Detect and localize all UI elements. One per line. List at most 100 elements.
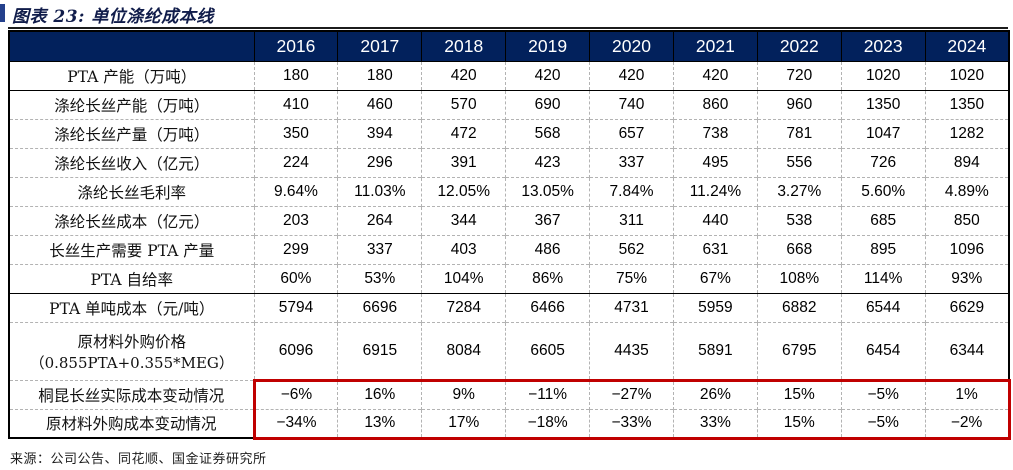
value-cell: 460 [337,89,422,119]
table-row: 涤纶长丝产量（万吨） 350 394 472 568 657 738 781 1047 1282 [9,118,1010,148]
value-cell: 224 [253,147,338,177]
table-row: 涤纶长丝成本（亿元） 203 264 344 367 311 440 538 685 850 [9,205,1010,235]
value-cell: 6696 [337,292,422,322]
value-cell: 6544 [840,292,926,322]
value-cell: 180 [253,60,338,90]
value-cell: 894 [924,147,1010,177]
value-cell: 93% [924,263,1010,293]
value-cell: 15% [756,378,842,409]
value-cell: 1350 [924,89,1010,119]
value-cell: 17% [421,408,506,440]
year-header-row: 2016 2017 2018 2019 2020 2021 2022 2023 2024 [9,31,1010,62]
value-cell: 6915 [337,321,422,380]
value-cell: 562 [589,234,674,264]
value-cell: 299 [253,234,338,264]
value-cell: −5% [840,408,926,440]
row-label: PTA 单吨成本（元/吨） [9,292,254,322]
value-cell: 86% [505,263,590,293]
value-cell: 104% [421,263,506,293]
value-cell: 5959 [672,292,758,322]
value-cell: 4731 [589,292,674,322]
row-label: 桐昆长丝实际成本变动情况 [9,379,254,409]
value-cell: 7284 [421,292,506,322]
value-cell: 960 [756,89,842,119]
value-cell: 720 [756,60,842,90]
value-cell: 6454 [840,321,926,380]
row-label: 涤纶长丝成本（亿元） [9,205,254,235]
table-row: 原材料外购价格 （0.855PTA+0.355*MEG） 6096 6915 8084 6… [9,321,1010,380]
value-cell: 53% [337,263,422,293]
value-cell: 296 [337,147,422,177]
value-cell: 568 [505,118,590,148]
value-cell: 668 [756,234,842,264]
value-cell: 657 [589,118,674,148]
value-cell: 6096 [253,321,338,380]
value-cell: 264 [337,205,422,235]
value-cell: 1047 [840,118,926,148]
row-label: 长丝生产需要 PTA 产量 [9,234,254,264]
value-cell: 420 [505,60,590,90]
year-header: 2017 [337,31,422,62]
value-cell: 180 [337,60,422,90]
value-cell: −6% [252,378,338,409]
value-cell: 6344 [924,321,1010,380]
table-row: 桐昆长丝实际成本变动情况 −6% 16% 9% −11% −27% 26% 15% −5% 1% [9,378,1011,409]
value-cell: 12.05% [421,176,506,206]
value-cell: 60% [253,263,338,293]
value-cell: 108% [756,263,842,293]
value-cell: 6605 [505,321,590,380]
figure-title: 图表 23: 单位涤纶成本线 [12,7,214,27]
title-accent-bar [0,4,5,22]
row-label: 原材料外购价格 （0.855PTA+0.355*MEG） [9,321,254,380]
value-cell: 9% [421,378,506,409]
value-cell: 391 [421,147,506,177]
value-cell: 420 [589,60,674,90]
value-cell: 8084 [421,321,506,380]
value-cell: 13.05% [505,176,590,206]
value-cell: 6882 [756,292,842,322]
value-cell: 570 [421,89,506,119]
value-cell: −27% [589,378,674,409]
polyester-cost-table: 2016 2017 2018 2019 2020 2021 2022 2023 2024 PTA… [8,30,1011,440]
year-header: 2023 [840,31,926,62]
value-cell: 495 [672,147,758,177]
value-cell: 114% [840,263,926,293]
title-underline [8,27,1008,29]
row-label: PTA 产能（万吨） [9,60,254,90]
value-cell: 1020 [840,60,926,90]
row-label: 原材料外购成本变动情况 [9,408,254,438]
year-header: 2019 [505,31,590,62]
value-cell: 420 [421,60,506,90]
value-cell: 33% [672,408,758,440]
row-label: 涤纶长丝产能（万吨） [9,89,254,119]
value-cell: 685 [840,205,926,235]
value-cell: −11% [505,378,590,409]
value-cell: 740 [589,89,674,119]
row-label: 涤纶长丝收入（亿元） [9,147,254,177]
table-row: 涤纶长丝收入（亿元） 224 296 391 423 337 495 556 726 894 [9,147,1010,177]
value-cell: 895 [840,234,926,264]
year-header: 2021 [672,31,758,62]
year-header: 2016 [253,31,338,62]
value-cell: 5891 [672,321,758,380]
value-cell: 11.03% [337,176,422,206]
value-cell: 344 [421,205,506,235]
value-cell: 337 [337,234,422,264]
value-cell: 5794 [253,292,338,322]
value-cell: 726 [840,147,926,177]
value-cell: 1096 [924,234,1010,264]
value-cell: 26% [672,378,758,409]
value-cell: 423 [505,147,590,177]
value-cell: 850 [924,205,1010,235]
table-row: 长丝生产需要 PTA 产量 299 337 403 486 562 631 668 895 109… [9,234,1010,264]
value-cell: 311 [589,205,674,235]
source-note: 来源：公司公告、同花顺、国金证券研究所 [10,452,267,467]
value-cell: 860 [672,89,758,119]
value-cell: −34% [252,408,338,440]
figure-title-block: 图表 23: 单位涤纶成本线 [0,2,1013,27]
value-cell: 75% [589,263,674,293]
table-row: 涤纶长丝毛利率 9.64% 11.03% 12.05% 13.05% 7.84% 11.24… [9,176,1010,206]
value-cell: 556 [756,147,842,177]
value-cell: 16% [337,378,422,409]
value-cell: 1020 [924,60,1010,90]
